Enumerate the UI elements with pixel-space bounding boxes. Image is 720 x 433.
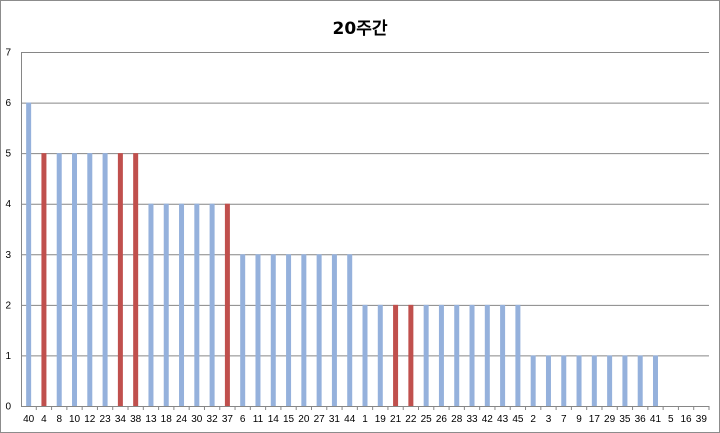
x-tick-label: 17 xyxy=(589,414,601,425)
bar xyxy=(561,355,567,406)
x-tick-label: 21 xyxy=(390,414,402,425)
x-tick-label: 42 xyxy=(482,414,494,425)
bar xyxy=(316,254,322,406)
bar xyxy=(87,153,93,406)
x-tick-label: 11 xyxy=(253,414,264,425)
x-tick-label: 9 xyxy=(576,414,582,425)
x-tick-label: 41 xyxy=(650,414,662,425)
chart-title: 20주간 xyxy=(332,19,388,39)
bar xyxy=(148,203,154,406)
x-tick-label: 29 xyxy=(604,414,616,425)
x-tick-label: 15 xyxy=(283,414,295,425)
bar xyxy=(270,254,276,406)
y-tick-label: 6 xyxy=(5,98,11,109)
bar xyxy=(72,153,78,406)
bar xyxy=(26,102,32,406)
x-tick-label: 6 xyxy=(240,414,246,425)
x-tick-label: 7 xyxy=(561,414,567,425)
x-tick-label: 24 xyxy=(176,414,188,425)
y-tick-label: 4 xyxy=(5,199,11,210)
x-tick-label: 43 xyxy=(497,414,509,425)
x-tick-label: 35 xyxy=(619,414,631,425)
bar xyxy=(163,203,169,406)
x-tick-label: 14 xyxy=(268,414,280,425)
bar xyxy=(56,153,62,406)
x-tick-label: 22 xyxy=(405,414,417,425)
x-tick-label: 36 xyxy=(635,414,647,425)
x-tick-label: 37 xyxy=(222,414,234,425)
bar xyxy=(438,304,444,406)
x-tick-label: 39 xyxy=(696,414,708,425)
x-tick-label: 32 xyxy=(207,414,219,425)
x-tick-label: 33 xyxy=(466,414,478,425)
x-tick-label: 40 xyxy=(23,414,35,425)
x-tick-label: 26 xyxy=(436,414,448,425)
bar xyxy=(500,304,506,406)
x-tick-label: 1 xyxy=(362,414,368,425)
bar xyxy=(637,355,643,406)
x-tick-label: 28 xyxy=(451,414,463,425)
bar xyxy=(133,153,139,406)
x-tick-label: 31 xyxy=(329,414,341,425)
x-tick-label: 18 xyxy=(161,414,173,425)
x-tick-label: 4 xyxy=(41,414,47,425)
x-tick-label: 25 xyxy=(421,414,433,425)
y-tick-label: 1 xyxy=(5,351,11,362)
bar xyxy=(240,254,246,406)
bar xyxy=(301,254,307,406)
bar xyxy=(545,355,551,406)
x-tick-label: 10 xyxy=(69,414,81,425)
y-tick-label: 2 xyxy=(5,300,11,311)
bar xyxy=(484,304,490,406)
bar xyxy=(607,355,613,406)
bar xyxy=(652,355,658,406)
bar xyxy=(255,254,261,406)
bar xyxy=(117,153,123,406)
bar xyxy=(194,203,200,406)
x-tick-label: 16 xyxy=(681,414,693,425)
bar xyxy=(331,254,337,406)
bar xyxy=(286,254,292,406)
x-tick-label: 8 xyxy=(56,414,62,425)
y-tick-label: 3 xyxy=(5,250,11,261)
x-tick-label: 2 xyxy=(530,414,536,425)
bar xyxy=(41,153,47,406)
bar xyxy=(393,304,399,406)
bar xyxy=(423,304,429,406)
x-tick-label: 34 xyxy=(115,414,127,425)
bar xyxy=(347,254,353,406)
x-tick-label: 5 xyxy=(668,414,674,425)
x-tick-label: 45 xyxy=(512,414,524,425)
bar xyxy=(408,304,414,406)
x-tick-label: 20 xyxy=(298,414,310,425)
bar xyxy=(224,203,230,406)
bar xyxy=(377,304,383,406)
bar xyxy=(469,304,475,406)
x-tick-label: 19 xyxy=(375,414,387,425)
bar xyxy=(179,203,185,406)
x-tick-label: 27 xyxy=(314,414,326,425)
x-tick-label: 3 xyxy=(546,414,552,425)
x-tick-label: 38 xyxy=(130,414,142,425)
x-tick-label: 12 xyxy=(84,414,96,425)
bar xyxy=(591,355,597,406)
bar xyxy=(576,355,582,406)
x-tick-label: 30 xyxy=(191,414,203,425)
x-tick-label: 44 xyxy=(344,414,356,425)
y-tick-label: 5 xyxy=(5,149,11,160)
bar xyxy=(515,304,521,406)
y-tick-label: 7 xyxy=(5,48,11,59)
bar xyxy=(102,153,108,406)
x-tick-label: 13 xyxy=(145,414,157,425)
bar xyxy=(209,203,215,406)
bar xyxy=(454,304,460,406)
x-tick-label: 23 xyxy=(100,414,112,425)
y-tick-label: 0 xyxy=(5,402,11,413)
bar xyxy=(622,355,628,406)
bar xyxy=(362,304,368,406)
bar xyxy=(530,355,536,406)
